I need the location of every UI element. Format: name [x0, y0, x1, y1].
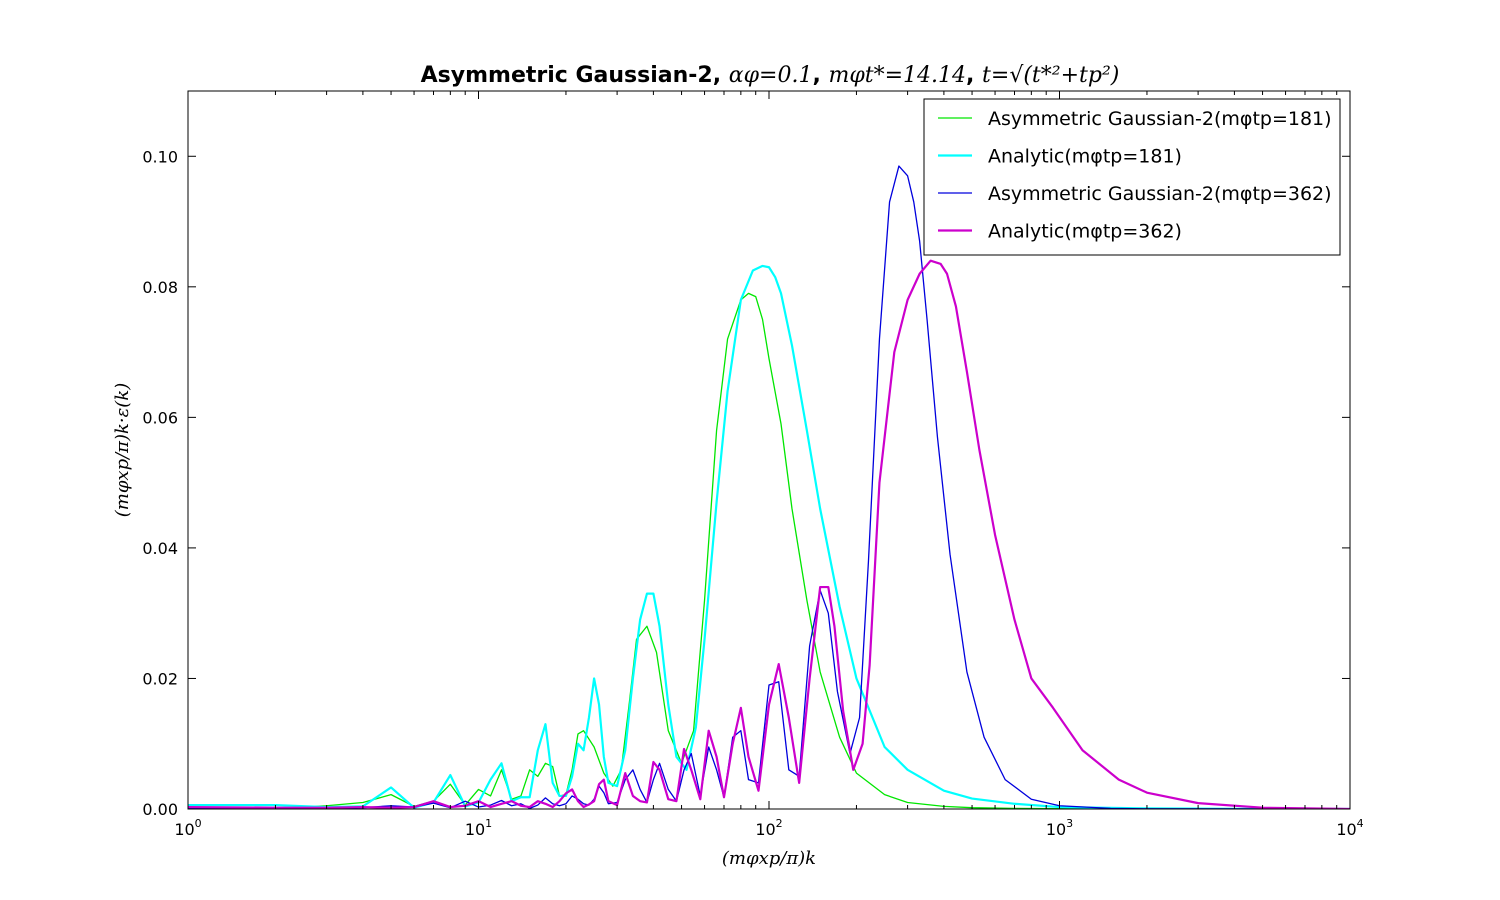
- y-tick-label: 0.02: [142, 669, 178, 688]
- series-line-4: [188, 259, 1350, 809]
- x-tick-label: 100: [174, 817, 201, 839]
- series-line-3: [188, 165, 1350, 809]
- x-axis-label: (mφxp/π)k: [722, 848, 816, 869]
- x-tick-label: 101: [465, 817, 492, 839]
- x-tick-label: 103: [1046, 817, 1073, 839]
- title-alpha: αφ=0.1: [729, 63, 813, 88]
- series-line-2: [188, 264, 1350, 809]
- legend-box: [923, 98, 1341, 256]
- y-tick-label: 0.10: [142, 147, 178, 166]
- chart-title: Asymmetric Gaussian-2, αφ=0.1, mφt*=14.1…: [421, 63, 1120, 88]
- y-axis-label: (mφxp/π)k·ε(k): [112, 383, 133, 518]
- y-tick-label: 0.04: [142, 539, 178, 558]
- legend-label-4: Analytic(mφtp=362): [988, 221, 1182, 243]
- legend-label-1: Asymmetric Gaussian-2(mφtp=181): [988, 108, 1332, 130]
- legend: Asymmetric Gaussian-2(mφtp=181) Analytic(…: [923, 98, 1341, 256]
- y-tick-label: 0.00: [142, 800, 178, 819]
- title-prefix: Asymmetric Gaussian-2,: [421, 63, 729, 88]
- x-tick-label: 102: [755, 817, 782, 839]
- title-mass-time: mφt*=14.14: [828, 63, 966, 88]
- title-sep-2: ,: [966, 63, 982, 88]
- title-sep-1: ,: [812, 63, 828, 88]
- tick-group: 100 101 102 103 104 0.00 0.02 0.04 0.06 0.08 0.10: [142, 91, 1364, 839]
- y-tick-label: 0.08: [142, 278, 178, 297]
- series-group: [188, 165, 1350, 809]
- legend-label-2: Analytic(mφtp=181): [988, 146, 1182, 168]
- title-t-definition: t=√(t*²+tp²): [982, 63, 1119, 88]
- x-tick-label: 104: [1336, 817, 1363, 839]
- legend-label-3: Asymmetric Gaussian-2(mφtp=362): [988, 183, 1332, 205]
- y-tick-label: 0.06: [142, 408, 178, 427]
